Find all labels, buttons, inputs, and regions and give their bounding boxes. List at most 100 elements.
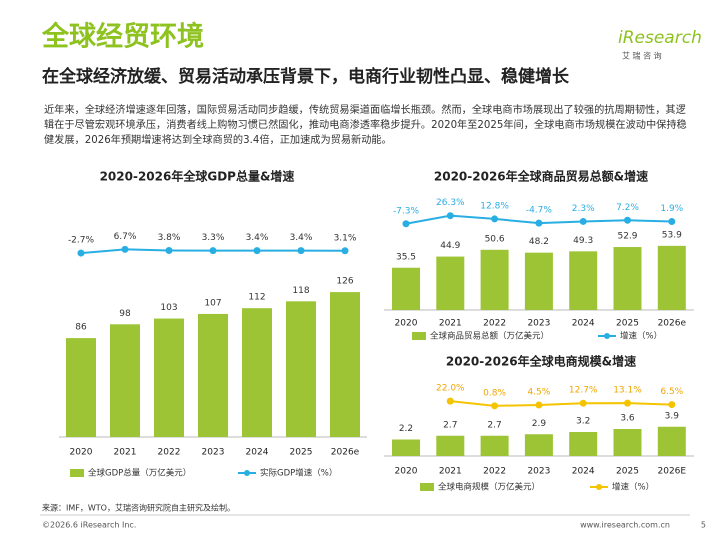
line-point (491, 402, 499, 410)
line-label: 4.5% (527, 388, 550, 398)
line-point (535, 219, 543, 227)
line-label: 13.1% (613, 386, 642, 396)
bar (657, 426, 686, 456)
line-label: 3.1% (334, 233, 357, 243)
bar-label: 2.9 (532, 419, 547, 429)
line-label: 6.7% (114, 232, 137, 242)
legend-label: 增速（%） (612, 482, 654, 493)
bar (436, 435, 465, 456)
line-label: 0.8% (483, 388, 506, 398)
bar (524, 434, 553, 456)
line-point (668, 401, 676, 409)
bar (198, 313, 228, 437)
bar (110, 324, 140, 437)
legend-swatch (70, 469, 84, 477)
x-tick-label: 2022 (158, 448, 181, 458)
line (450, 400, 672, 407)
bar-label: 118 (292, 286, 309, 296)
x-tick-label: 2023 (527, 319, 550, 329)
x-tick-label: 2023 (527, 467, 550, 477)
x-tick-label: 2023 (202, 448, 225, 458)
chart-title: 2020-2026年全球电商规模&增速 (446, 354, 636, 369)
x-tick-label: 2021 (439, 319, 462, 329)
line-label: 3.8% (158, 233, 181, 243)
x-tick-label: 2025 (616, 319, 639, 329)
intro-text: 近年来，全球经济增速逐年回落，国际贸易活动同步趋缓，传统贸易渠道面临增长瓶颈。然… (44, 105, 687, 146)
line-point (297, 247, 305, 255)
bar (154, 318, 184, 437)
bar-label: 2.7 (487, 420, 501, 430)
legend-swatch (420, 483, 434, 491)
line-label: 3.3% (202, 233, 225, 243)
bar-label: 126 (336, 277, 353, 287)
chart-title: 2020-2026年全球商品贸易总额&增速 (434, 169, 648, 184)
bar-label: 3.2 (576, 417, 590, 427)
bar-label: 49.3 (573, 236, 593, 246)
bar-label: 35.5 (396, 252, 416, 262)
x-tick-label: 2026E (658, 467, 687, 477)
x-tick-label: 2024 (572, 467, 595, 477)
x-tick-label: 2024 (572, 319, 595, 329)
x-tick-label: 2021 (114, 448, 137, 458)
line-label: 2.3% (572, 204, 595, 214)
bar-label: 3.9 (665, 411, 680, 421)
legend-swatch (596, 484, 602, 490)
line-point (491, 215, 499, 223)
line-point (446, 212, 454, 220)
line-label: 3.4% (246, 233, 269, 243)
bar (66, 338, 96, 437)
legend-label: 实际GDP增速（%） (260, 468, 337, 479)
x-tick-label: 2025 (290, 448, 313, 458)
bar (330, 292, 360, 437)
line-point (165, 246, 173, 254)
bar-label: 48.2 (529, 237, 549, 247)
bar (524, 252, 553, 310)
legend-label: 增速（%） (620, 331, 662, 342)
x-tick-label: 2026e (658, 319, 687, 329)
bar-label: 3.6 (620, 414, 635, 424)
line-point (253, 247, 261, 255)
x-tick-label: 2026e (331, 448, 360, 458)
bar (392, 267, 420, 310)
bar (480, 249, 509, 310)
line-label: -7.3% (393, 206, 420, 216)
logo-cn: 艾 瑞 咨 询 (622, 51, 662, 61)
bar (613, 247, 642, 310)
line-label: 22.0% (436, 384, 465, 394)
bar-label: 98 (119, 309, 131, 319)
bar-label: 53.9 (662, 230, 682, 240)
bar (569, 251, 598, 310)
legend-label: 全球GDP总量（万亿美元） (88, 468, 191, 479)
x-tick-label: 2025 (616, 467, 639, 477)
bar (657, 245, 686, 310)
line-point (77, 249, 85, 257)
line-label: 1.9% (660, 204, 683, 214)
bar (392, 439, 420, 456)
bar (613, 429, 642, 456)
url: www.iresearch.com.cn (580, 521, 670, 530)
logo: iResearch (618, 28, 702, 48)
bar (286, 301, 316, 437)
bar-label: 107 (204, 298, 221, 308)
line-point (341, 247, 349, 255)
bar-label: 86 (75, 323, 87, 333)
page-title: 全球经贸环境 (41, 21, 204, 53)
line-label: 26.3% (436, 198, 465, 208)
x-tick-label: 2020 (395, 467, 418, 477)
line-label: -2.7% (68, 236, 95, 246)
copyright: ©2026.6 iResearch Inc. (42, 521, 136, 530)
bar-label: 112 (248, 293, 265, 303)
x-tick-label: 2020 (395, 319, 418, 329)
line-label: 12.7% (569, 386, 598, 396)
bar-label: 50.6 (485, 234, 505, 244)
bar-label: 103 (160, 303, 177, 313)
bar-label: 44.9 (440, 241, 460, 251)
source: 来源：IMF，WTO，艾瑞咨询研究院自主研究及绘制。 (42, 503, 235, 513)
x-tick-label: 2024 (246, 448, 269, 458)
page-number: 5 (701, 521, 706, 530)
line-point (446, 397, 454, 405)
x-tick-label: 2022 (483, 467, 506, 477)
line-label: 3.4% (290, 233, 313, 243)
